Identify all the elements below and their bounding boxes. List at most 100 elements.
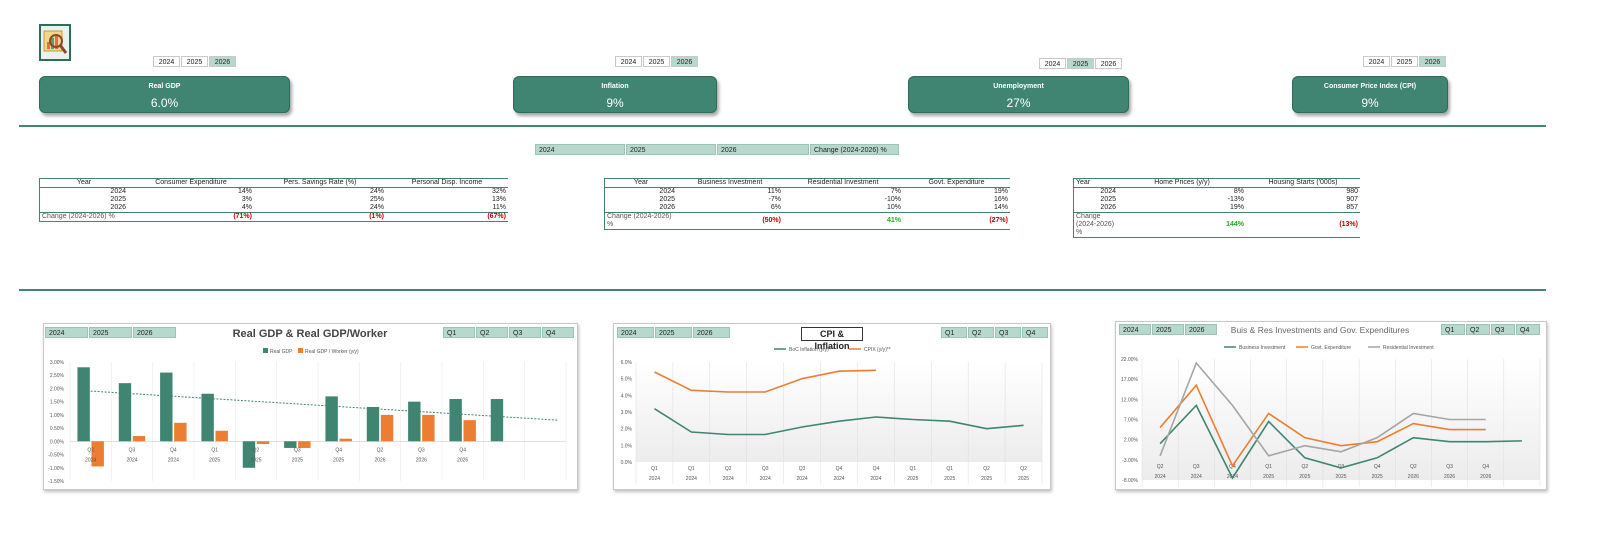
cell: 13% xyxy=(491,196,506,203)
cell: 2024 xyxy=(110,188,126,195)
cell: 857 xyxy=(1346,204,1358,211)
inv-chart-title: Buis & Res Investments and Gov. Expendit… xyxy=(1230,325,1410,335)
bar-gdp-per-worker xyxy=(380,414,394,442)
bar-gdp-per-worker xyxy=(174,422,187,442)
series-line xyxy=(1159,361,1486,457)
filter-change[interactable]: Change (2024-2026) % xyxy=(810,144,899,155)
col-year: Year xyxy=(1073,178,1118,188)
table-row: 2024 14% 24% 32% xyxy=(40,188,509,197)
cell: -10% xyxy=(884,196,901,203)
y-tick-label: 0.0% xyxy=(621,460,633,466)
x-tick-quarter: Q1 xyxy=(651,466,658,472)
legend-swatch xyxy=(298,348,303,353)
year-button[interactable]: 2024 xyxy=(1119,324,1151,335)
bar-gdp-per-worker xyxy=(256,441,270,444)
quarter-button[interactable]: Q4 xyxy=(1516,324,1540,335)
year-option[interactable]: 2025 xyxy=(643,56,670,67)
year-button[interactable]: 2025 xyxy=(89,327,132,338)
table-row: 2024 8% 980 xyxy=(1074,188,1361,197)
quarter-button[interactable]: Q2 xyxy=(476,327,508,338)
y-tick-label: 1.50% xyxy=(50,400,65,406)
gdp-quarter-buttons: Q1 Q2 Q3 Q4 xyxy=(443,327,575,338)
quarter-button[interactable]: Q4 xyxy=(542,327,574,338)
x-tick-year: 2024 xyxy=(797,476,808,482)
change-cell: (67%) xyxy=(386,212,508,222)
table-row: 2026 6% 10% 14% xyxy=(605,204,1011,213)
year-option[interactable]: 2024 xyxy=(1039,58,1066,69)
legend-label: CPIX (y/y)** xyxy=(864,347,891,353)
year-button[interactable]: 2026 xyxy=(1185,324,1217,335)
year-button[interactable]: 2026 xyxy=(133,327,176,338)
bar-real-gdp xyxy=(325,396,338,442)
x-tick-quarter: Q2 xyxy=(1410,464,1417,470)
y-tick-label: 4.0% xyxy=(621,393,633,399)
filter-2025[interactable]: 2025 xyxy=(626,144,716,155)
kpi-card: Inflation 9% xyxy=(513,76,717,113)
year-button[interactable]: 2025 xyxy=(1152,324,1184,335)
series-line xyxy=(1159,404,1522,480)
quarter-button[interactable]: Q1 xyxy=(941,327,967,338)
bar-real-gdp xyxy=(201,393,214,442)
change-label: Change (2024-2026) % xyxy=(39,212,128,222)
quarter-button[interactable]: Q3 xyxy=(995,327,1021,338)
year-button[interactable]: 2024 xyxy=(45,327,88,338)
x-tick-year: 2024 xyxy=(85,457,96,463)
filter-2024[interactable]: 2024 xyxy=(535,144,625,155)
consumer-table: Year Consumer Expenditure Pers. Savings … xyxy=(39,178,508,222)
x-tick-quarter: Q2 xyxy=(377,447,384,453)
year-option[interactable]: 2025 xyxy=(181,56,208,67)
app-logo xyxy=(39,24,71,61)
x-tick-year: 2025 xyxy=(333,457,344,463)
x-tick-quarter: Q3 xyxy=(1446,464,1453,470)
quarter-button[interactable]: Q3 xyxy=(509,327,541,338)
year-option[interactable]: 2025 xyxy=(1067,58,1094,69)
gdp-chart-title: Real GDP & Real GDP/Worker xyxy=(232,328,388,340)
quarter-button[interactable]: Q2 xyxy=(968,327,994,338)
year-option[interactable]: 2026 xyxy=(1419,56,1446,67)
year-option[interactable]: 2026 xyxy=(671,56,698,67)
filter-2026[interactable]: 2026 xyxy=(717,144,809,155)
x-tick-year: 2026 xyxy=(1444,474,1455,480)
quarter-button[interactable]: Q3 xyxy=(1491,324,1515,335)
y-tick-label: 12.00% xyxy=(1121,397,1139,403)
section-divider-bottom xyxy=(19,289,1546,291)
year-option[interactable]: 2026 xyxy=(209,56,236,67)
quarter-button[interactable]: Q1 xyxy=(443,327,475,338)
gdp-chart: Real GDP Real GDP / Worker (y/y) 3.00% 2.50… xyxy=(48,348,567,485)
trendline xyxy=(90,390,558,421)
year-button[interactable]: 2024 xyxy=(617,327,654,338)
year-button[interactable]: 2025 xyxy=(655,327,692,338)
year-option[interactable]: 2024 xyxy=(1363,56,1390,67)
kpi-year-selector: 2024 2025 2026 xyxy=(615,56,699,67)
cpi-chart: 6.0% 5.0% 4.0% 3.0% 2.0% 1.0% 0.0% BoC Inflatio… xyxy=(621,347,1043,484)
kpi-title: Unemployment xyxy=(993,83,1044,90)
year-option[interactable]: 2026 xyxy=(1095,58,1122,69)
magnifier-chart-icon xyxy=(43,30,68,54)
col-savings-rate: Pers. Savings Rate (%) xyxy=(254,178,386,188)
x-tick-quarter: Q4 xyxy=(1482,464,1489,470)
cell: 2026 xyxy=(659,204,675,211)
legend-label: Real GDP / Worker (y/y) xyxy=(305,349,359,355)
legend-swatch xyxy=(263,348,268,353)
x-tick-year: 2025 xyxy=(292,457,303,463)
kpi-year-selector: 2024 2025 2026 xyxy=(1363,56,1447,67)
year-button[interactable]: 2026 xyxy=(693,327,730,338)
cell: 2025 xyxy=(659,196,675,203)
cell: 14% xyxy=(993,204,1008,211)
x-tick-quarter: Q2 xyxy=(983,466,990,472)
year-option[interactable]: 2025 xyxy=(1391,56,1418,67)
y-tick-label: 2.50% xyxy=(50,373,65,379)
bar-real-gdp xyxy=(284,441,297,448)
x-tick-quarter: Q2 xyxy=(1301,464,1308,470)
x-tick-quarter: Q4 xyxy=(1374,464,1381,470)
plot-area xyxy=(636,362,1042,462)
quarter-button[interactable]: Q1 xyxy=(1441,324,1465,335)
quarter-button[interactable]: Q2 xyxy=(1466,324,1490,335)
year-option[interactable]: 2024 xyxy=(615,56,642,67)
quarter-button[interactable]: Q4 xyxy=(1022,327,1048,338)
kpi-value: 9% xyxy=(606,96,624,110)
change-row: Change (2024-2026) % (71%) (1%) (67%) xyxy=(39,212,508,222)
year-option[interactable]: 2024 xyxy=(153,56,180,67)
bar-gdp-per-worker xyxy=(215,430,228,442)
x-tick-year: 2024 xyxy=(870,476,881,482)
